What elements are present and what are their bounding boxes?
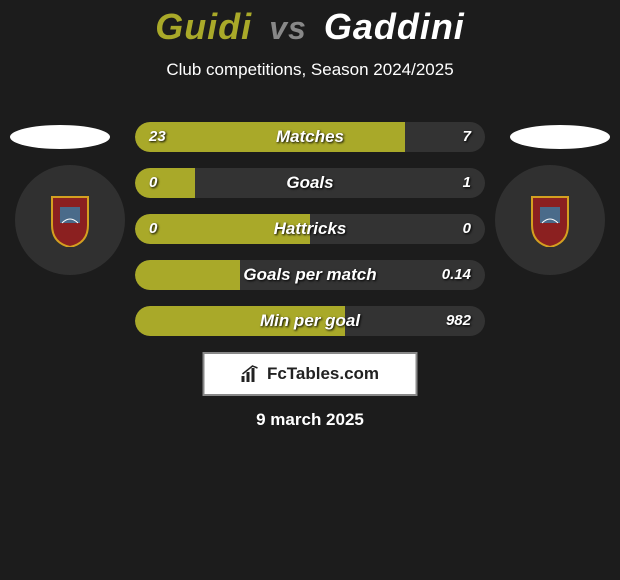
player1-crest-icon xyxy=(48,195,92,247)
player2-name: Gaddini xyxy=(324,6,465,47)
stat-row: Min per goal982 xyxy=(135,306,485,336)
stat-row: Goals per match0.14 xyxy=(135,260,485,290)
brand-badge[interactable]: FcTables.com xyxy=(203,352,418,396)
comparison-card: Guidi vs Gaddini Club competitions, Seas… xyxy=(0,0,620,580)
stat-label: Matches xyxy=(135,122,485,152)
stat-row: 23Matches7 xyxy=(135,122,485,152)
stat-row: 0Goals1 xyxy=(135,168,485,198)
stat-row: 0Hattricks0 xyxy=(135,214,485,244)
player2-marker xyxy=(510,125,610,149)
page-title: Guidi vs Gaddini xyxy=(0,0,620,48)
date-text: 9 march 2025 xyxy=(0,410,620,430)
stat-label: Min per goal xyxy=(135,306,485,336)
brand-text: FcTables.com xyxy=(267,364,379,384)
player2-crest-icon xyxy=(528,195,572,247)
stat-value-right: 1 xyxy=(463,168,471,198)
stats-bars: 23Matches70Goals10Hattricks0Goals per ma… xyxy=(135,122,485,352)
stat-value-right: 982 xyxy=(446,306,471,336)
stat-value-right: 0 xyxy=(463,214,471,244)
stat-value-right: 0.14 xyxy=(442,260,471,290)
stat-label: Hattricks xyxy=(135,214,485,244)
stat-label: Goals per match xyxy=(135,260,485,290)
chart-icon xyxy=(241,365,263,383)
stat-value-right: 7 xyxy=(463,122,471,152)
subtitle-text: Club competitions, Season 2024/2025 xyxy=(0,60,620,80)
player1-name: Guidi xyxy=(155,6,252,47)
player1-marker xyxy=(10,125,110,149)
stat-label: Goals xyxy=(135,168,485,198)
vs-text: vs xyxy=(269,10,307,46)
